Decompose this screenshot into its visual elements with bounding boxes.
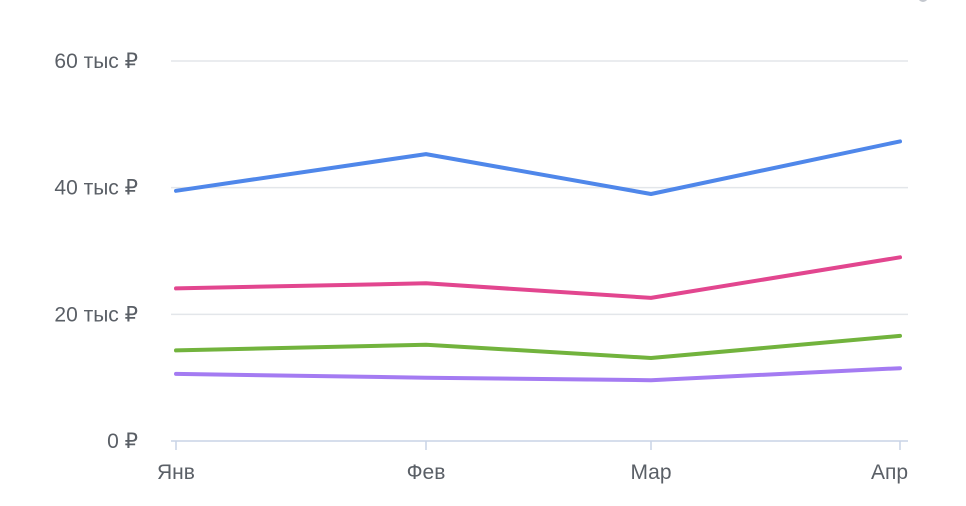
grid <box>171 60 908 316</box>
x-axis-labels: Янв Фев Мар Апр <box>157 461 908 484</box>
series-line-4 <box>174 366 902 383</box>
y-tick-label: 20 тыс ₽ <box>54 303 138 326</box>
series-lines <box>174 139 902 383</box>
y-tick-label: 0 ₽ <box>107 430 138 453</box>
series-line-2 <box>174 255 902 300</box>
series-line-1 <box>174 139 902 196</box>
x-axis <box>171 440 908 450</box>
x-tick-label: Мар <box>630 461 671 484</box>
menu-icon[interactable] <box>906 0 944 10</box>
y-tick-label: 40 тыс ₽ <box>54 177 138 200</box>
x-tick-label: Янв <box>157 461 195 484</box>
series-line-3 <box>174 333 902 360</box>
x-tick-label: Фев <box>407 461 446 484</box>
x-tick-label: Апр <box>871 461 908 484</box>
y-axis-labels: 0 ₽ 20 тыс ₽ 40 тыс ₽ 60 тыс ₽ <box>54 50 138 453</box>
y-tick-label: 60 тыс ₽ <box>54 50 138 73</box>
